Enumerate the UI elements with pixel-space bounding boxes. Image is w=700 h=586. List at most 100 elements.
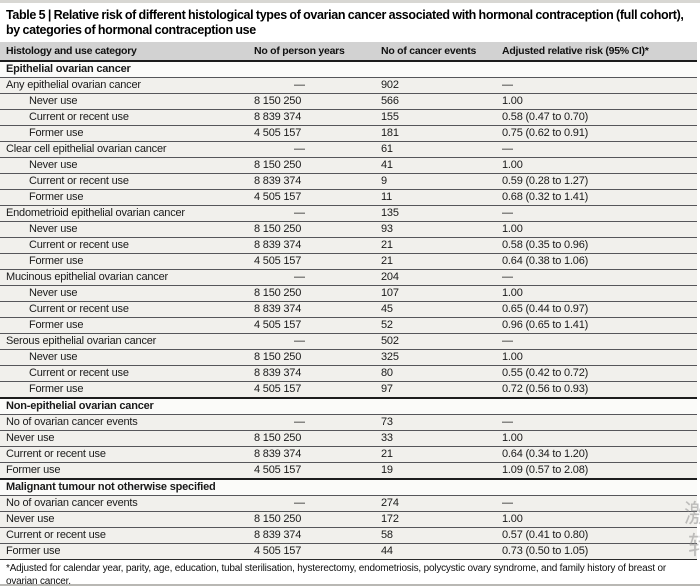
cell-person-years: — xyxy=(248,77,375,94)
table-title: Table 5 | Relative risk of different his… xyxy=(6,8,684,37)
cell-relative-risk: 0.58 (0.47 to 0.70) xyxy=(496,109,697,126)
cell-cancer-events: 41 xyxy=(375,157,496,174)
cell-histology-and-use-category: Former use xyxy=(0,543,248,560)
cell-histology-and-use-category: Never use xyxy=(0,285,248,302)
cell-person-years: 8 839 374 xyxy=(248,109,375,126)
section-header-row: Epithelial ovarian cancer xyxy=(0,60,697,78)
cell-cancer-events: 172 xyxy=(375,511,496,528)
cell-cancer-events: 44 xyxy=(375,543,496,560)
cell-person-years: — xyxy=(248,269,375,286)
cell-person-years: 4 505 157 xyxy=(248,317,375,334)
cell-relative-risk: 0.55 (0.42 to 0.72) xyxy=(496,365,697,382)
cell-histology-and-use-category: Former use xyxy=(0,317,248,334)
table-row: Never use 8 150 250 107 1.00 xyxy=(0,285,697,302)
cell-cancer-events: 97 xyxy=(375,381,496,399)
table-row: No of ovarian cancer events —274— xyxy=(0,495,697,512)
cell-histology-and-use-category: Former use xyxy=(0,253,248,270)
cell-person-years: — xyxy=(248,414,375,431)
cell-person-years: — xyxy=(248,205,375,222)
col-header-adjusted-relative-risk: Adjusted relative risk (95% CI)* xyxy=(496,42,697,62)
cell-histology-and-use-category: Never use xyxy=(0,157,248,174)
table-row: No of ovarian cancer events —73— xyxy=(0,414,697,431)
cell-cancer-events: 61 xyxy=(375,141,496,158)
cell-histology-and-use-category: Former use xyxy=(0,462,248,480)
cell-relative-risk: 0.72 (0.56 to 0.93) xyxy=(496,381,697,399)
data-table: Histology and use category No of person … xyxy=(0,42,697,560)
cell-cancer-events: 19 xyxy=(375,462,496,480)
cell-relative-risk: 0.64 (0.34 to 1.20) xyxy=(496,446,697,463)
cell-histology-and-use-category: Mucinous epithelial ovarian cancer xyxy=(0,269,248,286)
table-row: Former use 4 505 157 19 1.09 (0.57 to 2.08) xyxy=(0,462,697,480)
table-row: Former use 4 505 157 52 0.96 (0.65 to 1.41) xyxy=(0,317,697,334)
cell-histology-and-use-category: Current or recent use xyxy=(0,446,248,463)
cell-relative-risk: 0.68 (0.32 to 1.41) xyxy=(496,189,697,206)
cell-cancer-events: 902 xyxy=(375,77,496,94)
cell-cancer-events: 33 xyxy=(375,430,496,447)
section-header-row: Malignant tumour not otherwise specified xyxy=(0,478,697,496)
cell-histology-and-use-category: Former use xyxy=(0,125,248,142)
cell-histology-and-use-category: Current or recent use xyxy=(0,173,248,190)
cell-relative-risk: 0.75 (0.62 to 0.91) xyxy=(496,125,697,142)
cell-relative-risk: 1.00 xyxy=(496,157,697,174)
table-row: Serous epithelial ovarian cancer —502— xyxy=(0,333,697,350)
cell-person-years: — xyxy=(248,333,375,350)
cell-histology-and-use-category: Former use xyxy=(0,381,248,399)
cell-histology-and-use-category: Current or recent use xyxy=(0,237,248,254)
cell-histology-and-use-category: Current or recent use xyxy=(0,365,248,382)
cell-histology-and-use-category: Never use xyxy=(0,93,248,110)
cell-relative-risk: 0.57 (0.41 to 0.80) xyxy=(496,527,697,544)
cell-person-years: 4 505 157 xyxy=(248,381,375,399)
cell-person-years: 8 150 250 xyxy=(248,511,375,528)
table-row: Never use 8 150 250 41 1.00 xyxy=(0,157,697,174)
table-row: Current or recent use 8 839 374 155 0.58 (0… xyxy=(0,109,697,126)
table-row: Former use 4 505 157 11 0.68 (0.32 to 1.41) xyxy=(0,189,697,206)
cell-cancer-events: 155 xyxy=(375,109,496,126)
section-header-label: Epithelial ovarian cancer xyxy=(0,60,697,78)
cell-histology-and-use-category: No of ovarian cancer events xyxy=(0,414,248,431)
col-header-histology-and-use-category: Histology and use category xyxy=(0,42,248,62)
cell-cancer-events: 11 xyxy=(375,189,496,206)
cell-person-years: 4 505 157 xyxy=(248,253,375,270)
cell-relative-risk: — xyxy=(496,141,697,158)
cell-person-years: 8 839 374 xyxy=(248,527,375,544)
cell-cancer-events: 21 xyxy=(375,253,496,270)
table-row: Former use 4 505 157 44 0.73 (0.50 to 1.05) xyxy=(0,543,697,560)
table-row: Never use 8 150 250 325 1.00 xyxy=(0,349,697,366)
table-row: Never use 8 150 250 33 1.00 xyxy=(0,430,697,447)
table-row: Former use 4 505 157 21 0.64 (0.38 to 1.06) xyxy=(0,253,697,270)
cell-histology-and-use-category: Current or recent use xyxy=(0,301,248,318)
cell-relative-risk: 0.59 (0.28 to 1.27) xyxy=(496,173,697,190)
cell-relative-risk: 0.96 (0.65 to 1.41) xyxy=(496,317,697,334)
cell-relative-risk: — xyxy=(496,414,697,431)
table-row: Former use 4 505 157 181 0.75 (0.62 to 0.91… xyxy=(0,125,697,142)
cell-cancer-events: 204 xyxy=(375,269,496,286)
col-header-no-of-person-years: No of person years xyxy=(248,42,375,62)
cell-cancer-events: 21 xyxy=(375,446,496,463)
cell-person-years: 8 839 374 xyxy=(248,237,375,254)
cell-relative-risk: — xyxy=(496,205,697,222)
cell-cancer-events: 274 xyxy=(375,495,496,512)
table-footnote: *Adjusted for calendar year, parity, age… xyxy=(6,563,666,586)
table-row: Endometrioid epithelial ovarian cancer —1… xyxy=(0,205,697,222)
table-row: Never use 8 150 250 93 1.00 xyxy=(0,221,697,238)
cell-cancer-events: 80 xyxy=(375,365,496,382)
cell-histology-and-use-category: Current or recent use xyxy=(0,527,248,544)
cell-person-years: 4 505 157 xyxy=(248,189,375,206)
cell-relative-risk: 1.00 xyxy=(496,430,697,447)
cell-histology-and-use-category: Never use xyxy=(0,349,248,366)
cell-relative-risk: 1.00 xyxy=(496,93,697,110)
cell-person-years: 8 150 250 xyxy=(248,285,375,302)
cell-cancer-events: 93 xyxy=(375,221,496,238)
cell-cancer-events: 73 xyxy=(375,414,496,431)
cell-histology-and-use-category: Clear cell epithelial ovarian cancer xyxy=(0,141,248,158)
cell-person-years: — xyxy=(248,141,375,158)
cell-person-years: 4 505 157 xyxy=(248,125,375,142)
cell-cancer-events: 566 xyxy=(375,93,496,110)
cell-person-years: 8 839 374 xyxy=(248,173,375,190)
cell-histology-and-use-category: Endometrioid epithelial ovarian cancer xyxy=(0,205,248,222)
cell-person-years: 4 505 157 xyxy=(248,462,375,480)
cell-cancer-events: 107 xyxy=(375,285,496,302)
cell-histology-and-use-category: Any epithelial ovarian cancer xyxy=(0,77,248,94)
table-row: Current or recent use 8 839 374 21 0.64 (0.… xyxy=(0,446,697,463)
table-row: Never use 8 150 250 566 1.00 xyxy=(0,93,697,110)
